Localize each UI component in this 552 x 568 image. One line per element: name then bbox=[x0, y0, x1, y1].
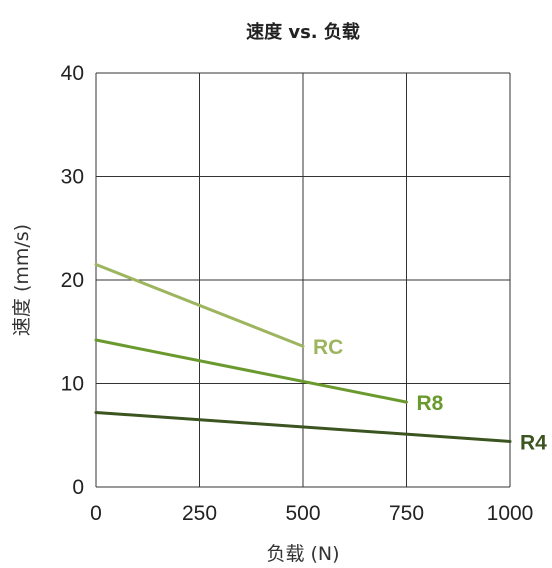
x-tick-label: 750 bbox=[389, 502, 424, 525]
series-label-r4: R4 bbox=[520, 431, 547, 454]
x-tick-label: 1000 bbox=[487, 502, 534, 525]
x-tick-label: 0 bbox=[90, 502, 102, 525]
grid bbox=[95, 72, 511, 488]
y-tick-label: 10 bbox=[61, 373, 84, 396]
y-tick-label: 20 bbox=[61, 269, 84, 292]
series-line-rc bbox=[94, 262, 305, 348]
series-lines bbox=[94, 262, 512, 443]
y-axis-ticks: 0 10 20 30 40 bbox=[61, 62, 84, 499]
y-tick-label: 0 bbox=[72, 476, 84, 499]
series-line-r4 bbox=[94, 410, 512, 443]
series-line-r8 bbox=[94, 338, 408, 404]
series-label-r8: R8 bbox=[417, 392, 444, 415]
x-axis-label: 负载 (N) bbox=[266, 543, 339, 565]
x-tick-label: 250 bbox=[182, 502, 217, 525]
y-tick-label: 40 bbox=[61, 62, 84, 85]
x-axis-ticks: 0 250 500 750 1000 bbox=[90, 502, 533, 525]
chart-title: 速度 vs. 负载 bbox=[246, 21, 360, 43]
y-tick-label: 30 bbox=[61, 166, 84, 189]
series-label-rc: RC bbox=[313, 336, 343, 359]
x-tick-label: 500 bbox=[285, 502, 320, 525]
series-labels: RC R8 R4 bbox=[313, 336, 547, 454]
y-axis-label: 速度 (mm/s) bbox=[11, 224, 33, 336]
